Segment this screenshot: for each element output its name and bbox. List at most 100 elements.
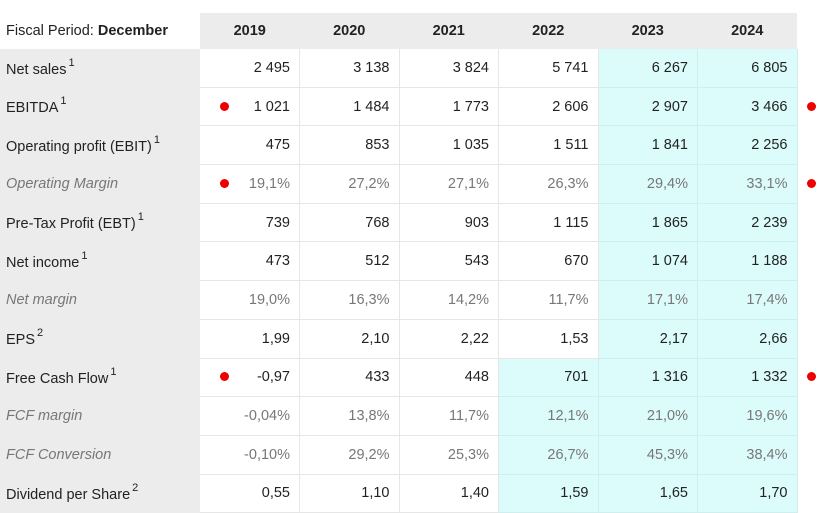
cell-value: 2,17 (659, 330, 688, 347)
value-cell: -0,04% (200, 396, 300, 436)
row-label-text: FCF margin (6, 408, 83, 425)
estimate-cell: 33,1% (697, 164, 798, 204)
estimate-cell: 45,3% (598, 435, 698, 475)
table-row: Net income 1 473 512 543 670 1 074 1 188 (0, 241, 798, 282)
estimate-cell: 2 907 (598, 87, 698, 127)
estimate-cell: 1,59 (498, 474, 599, 513)
value-cell: 739 (200, 203, 300, 243)
cell-value: 768 (365, 214, 390, 231)
cell-value: 14,2% (447, 291, 489, 308)
cell-value: 5 741 (552, 59, 589, 76)
cell-value: 853 (365, 137, 390, 154)
cell-value: 2 256 (751, 137, 788, 154)
cell-value: -0,04% (244, 408, 290, 425)
value-cell: 2,10 (299, 319, 400, 359)
cell-value: 6 267 (651, 59, 688, 76)
footnote-marker: 1 (60, 95, 67, 108)
row-label-text: EBITDA (6, 99, 59, 116)
value-cell: 903 (399, 203, 499, 243)
cell-value: 739 (265, 214, 290, 231)
cell-value: 13,8% (348, 408, 390, 425)
cell-value: 1,70 (759, 485, 788, 502)
row-label: Net sales 1 (0, 49, 200, 88)
cell-value: 1 511 (553, 137, 589, 154)
row-label: EPS 2 (0, 319, 200, 358)
estimate-cell: 701 (498, 358, 599, 398)
estimate-cell: 17,4% (697, 280, 798, 320)
cell-value: 16,3% (348, 291, 390, 308)
value-cell: 1 773 (399, 87, 499, 127)
cell-value: 1 115 (553, 214, 589, 231)
footnote-marker: 2 (37, 327, 44, 340)
value-cell: 433 (299, 358, 400, 398)
table-row: EBITDA 1 1 021 1 484 1 773 2 606 2 907 3 466 (0, 87, 798, 127)
value-cell: 2,22 (399, 319, 499, 359)
cell-value: 1,53 (560, 330, 589, 347)
value-cell: 5 741 (498, 49, 599, 88)
cell-value: 25,3% (447, 446, 489, 463)
footnote-marker: 2 (132, 481, 139, 494)
cell-value: 1,40 (460, 485, 489, 502)
row-label: EBITDA 1 (0, 87, 200, 126)
value-cell: -0,10% (200, 435, 300, 475)
year-header: 2019 (200, 13, 300, 49)
table-row: FCF margin -0,04% 13,8% 11,7% 12,1% 21,0% 19,6… (0, 396, 798, 436)
cell-value: 0,55 (261, 485, 290, 502)
row-label-text: Net sales (6, 61, 67, 78)
value-cell: 1 021 (200, 87, 300, 127)
estimate-cell: 3 466 (697, 87, 798, 127)
estimate-cell: 1,65 (598, 474, 698, 513)
cell-value: 3 466 (751, 98, 788, 115)
row-label: Operating Margin (0, 164, 200, 204)
row-label-text: Net margin (6, 291, 77, 308)
estimate-cell: 6 267 (598, 49, 698, 88)
row-label-text: Net income (6, 254, 80, 271)
cell-value: 38,4% (746, 446, 788, 463)
cell-value: -0,97 (256, 369, 290, 386)
cell-value: 701 (564, 369, 589, 386)
estimate-cell: 1 188 (697, 241, 798, 282)
cell-value: 1,65 (659, 485, 688, 502)
cell-value: 6 805 (751, 59, 788, 76)
value-cell: 2 606 (498, 87, 599, 127)
row-label: Free Cash Flow 1 (0, 358, 200, 397)
cell-value: 2 495 (253, 59, 290, 76)
table-row: EPS 2 1,99 2,10 2,22 1,53 2,17 2,66 (0, 319, 798, 359)
value-cell: 0,55 (200, 474, 300, 513)
cell-value: 1,10 (361, 485, 390, 502)
table-row: Dividend per Share 2 0,55 1,10 1,40 1,59 1,65 1… (0, 474, 798, 513)
year-header: 2021 (399, 13, 499, 49)
cell-value: 3 138 (353, 59, 390, 76)
estimate-cell: 29,4% (598, 164, 698, 204)
cell-value: 2,66 (759, 330, 788, 347)
fiscal-period-label: Fiscal Period: December (0, 13, 200, 49)
cell-value: 2 239 (751, 214, 788, 231)
cell-value: 543 (464, 253, 489, 270)
value-cell: 27,2% (299, 164, 400, 204)
estimate-cell: 2,66 (697, 319, 798, 359)
table-row: Net sales 1 2 495 3 138 3 824 5 741 6 267 6 805 (0, 49, 798, 88)
cell-value: 45,3% (646, 446, 688, 463)
estimate-cell: 6 805 (697, 49, 798, 88)
cell-value: 17,1% (646, 291, 688, 308)
header-row: Fiscal Period: December 2019 2020 2021 2… (0, 13, 797, 49)
row-label: Net income 1 (0, 241, 200, 281)
red-marker-dot-icon (807, 372, 816, 382)
row-label: FCF margin (0, 396, 200, 436)
year-header: 2022 (498, 13, 598, 49)
row-label-text: Pre-Tax Profit (EBT) (6, 216, 136, 232)
cell-value: 29,2% (348, 446, 390, 463)
financials-table: Fiscal Period: December 2019 2020 2021 2… (0, 13, 798, 513)
estimate-cell: 17,1% (598, 280, 698, 320)
cell-value: 2 907 (651, 98, 688, 115)
cell-value: 26,7% (547, 446, 589, 463)
cell-value: 26,3% (547, 175, 589, 192)
value-cell: 853 (299, 125, 400, 166)
estimate-cell: 1,70 (697, 474, 798, 513)
estimate-cell: 26,7% (498, 435, 599, 475)
value-cell: 768 (299, 203, 400, 243)
table-row: Net margin 19,0% 16,3% 14,2% 11,7% 17,1% 17,4% (0, 280, 798, 320)
estimate-cell: 2 239 (697, 203, 798, 243)
footnote-marker: 1 (153, 133, 160, 146)
cell-value: 2,10 (361, 330, 390, 347)
